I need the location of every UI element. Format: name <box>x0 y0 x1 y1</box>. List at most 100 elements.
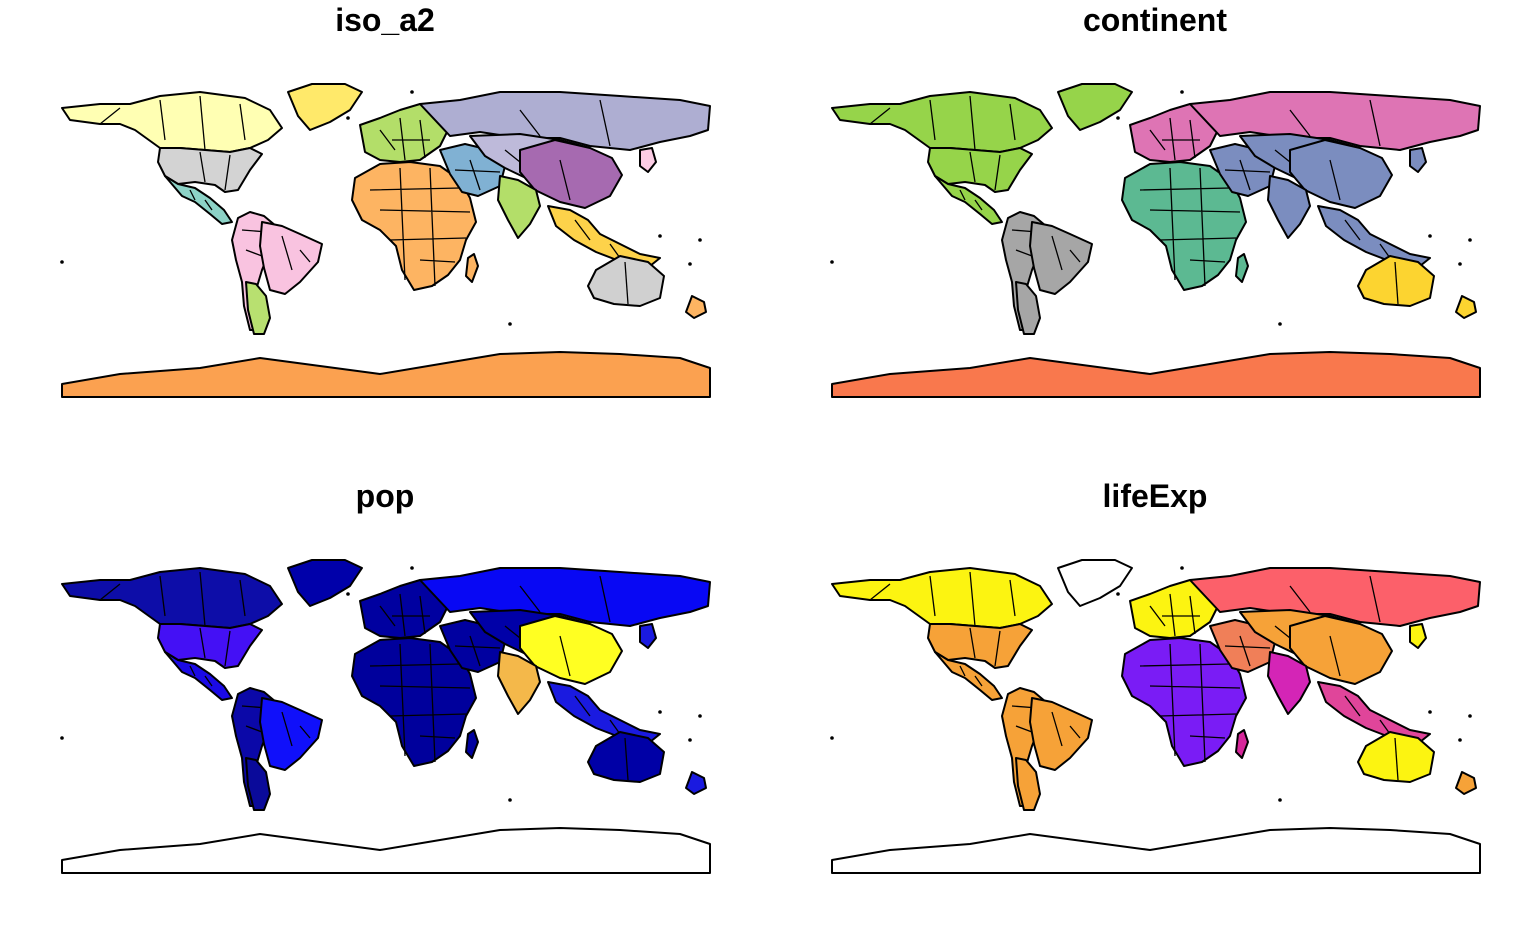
region-japan <box>639 623 657 649</box>
map-panel-iso-a2: iso_a2 <box>0 0 770 475</box>
border-africa <box>369 167 471 287</box>
region-newzealand <box>1455 771 1477 795</box>
island-marker <box>1468 238 1472 242</box>
border-middleeast <box>454 159 501 191</box>
region-madagascar <box>1235 253 1249 283</box>
map-panel-pop: pop <box>0 476 770 951</box>
region-china <box>1289 139 1393 209</box>
region-china <box>1289 615 1393 685</box>
border-australia <box>624 737 629 781</box>
border-seasia <box>1344 695 1391 735</box>
region-seasia <box>1317 205 1431 267</box>
region-india <box>1267 175 1311 239</box>
island-marker <box>410 90 414 94</box>
border-northamerica <box>99 95 246 151</box>
border-china <box>1329 159 1341 201</box>
island-marker <box>1428 234 1432 238</box>
border-middleeast <box>1224 159 1271 191</box>
region-madagascar <box>465 729 479 759</box>
island-marker <box>1278 798 1282 802</box>
border-northamerica <box>869 95 1016 151</box>
border-europe <box>1149 593 1200 637</box>
island-marker <box>698 714 702 718</box>
border-brazil <box>281 235 311 271</box>
island-marker <box>688 262 692 266</box>
region-centralamerica <box>164 175 233 225</box>
world-map <box>830 559 1481 874</box>
border-usa <box>199 151 231 191</box>
island-marker <box>830 736 834 740</box>
border-russia <box>519 575 611 623</box>
region-africa <box>1121 161 1247 291</box>
region-antarctica <box>831 351 1481 398</box>
region-centralamerica <box>164 651 233 701</box>
region-greenland <box>287 83 363 131</box>
island-marker <box>688 738 692 742</box>
region-newzealand <box>685 295 707 319</box>
region-china <box>519 615 623 685</box>
island-marker <box>698 238 702 242</box>
region-chile <box>245 757 271 811</box>
island-marker <box>1458 262 1462 266</box>
region-northamerica <box>831 567 1053 629</box>
island-marker <box>658 710 662 714</box>
region-seasia <box>547 205 661 267</box>
map-panel-continent: continent <box>770 0 1540 475</box>
border-europe <box>1149 117 1200 161</box>
region-africa <box>1121 637 1247 767</box>
region-india <box>497 651 541 715</box>
island-marker <box>1180 566 1184 570</box>
region-brazil <box>1029 221 1093 295</box>
border-centralamerica <box>189 189 213 211</box>
region-northamerica <box>61 91 283 153</box>
border-australia <box>1394 737 1399 781</box>
border-usa <box>969 627 1001 667</box>
border-middleeast <box>1224 635 1271 667</box>
region-brazil <box>259 697 323 771</box>
island-marker <box>1428 710 1432 714</box>
region-europe <box>1129 103 1219 163</box>
border-seasia <box>1344 219 1391 259</box>
island-marker <box>1278 322 1282 326</box>
map-title: pop <box>355 478 415 514</box>
world-map <box>60 83 711 398</box>
island-marker <box>508 322 512 326</box>
region-madagascar <box>465 253 479 283</box>
region-antarctica <box>831 827 1481 874</box>
island-marker <box>1116 116 1120 120</box>
border-centralamerica <box>959 189 983 211</box>
region-china <box>519 139 623 209</box>
region-chile <box>1015 281 1041 335</box>
region-europe <box>359 579 449 639</box>
region-japan <box>1409 147 1427 173</box>
border-usa <box>969 151 1001 191</box>
island-marker <box>508 798 512 802</box>
region-japan <box>639 147 657 173</box>
region-brazil <box>1029 697 1093 771</box>
region-seasia <box>547 681 661 743</box>
region-seasia <box>1317 681 1431 743</box>
border-seasia <box>574 219 621 259</box>
map-panel-lifeexp: lifeExp <box>770 476 1540 951</box>
region-india <box>497 175 541 239</box>
world-map <box>60 559 711 874</box>
region-europe <box>1129 579 1219 639</box>
border-brazil <box>281 711 311 747</box>
border-brazil <box>1051 235 1081 271</box>
region-northamerica <box>831 91 1053 153</box>
island-marker <box>1468 714 1472 718</box>
border-usa <box>199 627 231 667</box>
map-title: lifeExp <box>1102 478 1208 514</box>
island-marker <box>346 592 350 596</box>
border-brazil <box>1051 711 1081 747</box>
map-title: continent <box>1083 2 1227 38</box>
border-northamerica <box>99 571 246 627</box>
border-russia <box>1289 575 1381 623</box>
border-australia <box>624 261 629 305</box>
island-marker <box>60 736 64 740</box>
region-japan <box>1409 623 1427 649</box>
border-australia <box>1394 261 1399 305</box>
border-middleeast <box>454 635 501 667</box>
island-marker <box>60 260 64 264</box>
region-centralamerica <box>934 651 1003 701</box>
